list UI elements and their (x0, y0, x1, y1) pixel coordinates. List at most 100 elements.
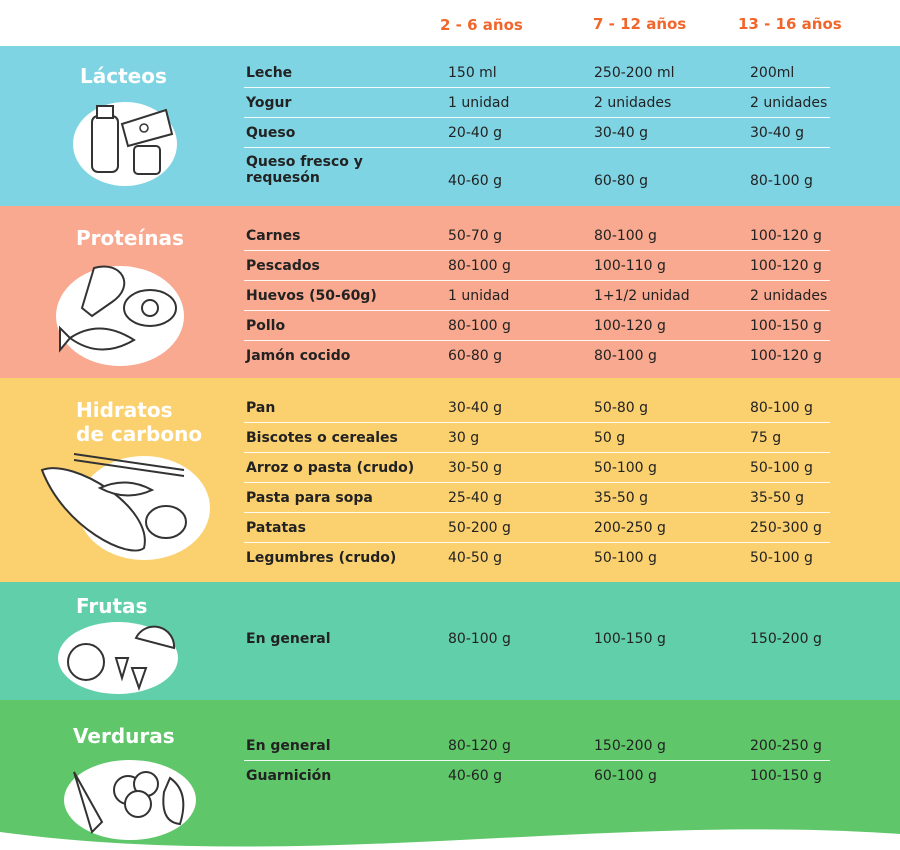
portion-2-6: 80-100 g (448, 318, 511, 334)
portion-2-6: 1 unidad (448, 288, 510, 304)
food-name: Pan (246, 400, 276, 416)
portion-13-16: 50-100 g (750, 550, 813, 566)
portion-2-6: 30-50 g (448, 460, 503, 476)
header-13-16: 13 - 16 años (738, 15, 842, 33)
food-name: Pasta para sopa (246, 490, 373, 506)
vegetable-illustration-icon (64, 760, 196, 840)
portion-7-12: 100-120 g (594, 318, 666, 334)
portion-2-6: 40-60 g (448, 768, 503, 784)
food-name: Jamón cocido (246, 348, 351, 364)
food-name: Pescados (246, 258, 320, 274)
portion-2-6: 50-70 g (448, 228, 503, 244)
rows-proteinas: Carnes 50-70 g 80-100 g 100-120 g Pescados 8… (244, 221, 830, 370)
column-headers: 2 - 6 años 7 - 12 años 13 - 16 años (0, 0, 900, 46)
section-frutas: Frutas En general 80-100 g 100-150 g 150-20… (0, 582, 900, 700)
portion-13-16: 35-50 g (750, 490, 805, 506)
food-name: Guarnición (246, 768, 332, 784)
table-row: Carnes 50-70 g 80-100 g 100-120 g (244, 221, 830, 251)
portion-13-16: 75 g (750, 430, 782, 446)
portion-7-12: 35-50 g (594, 490, 649, 506)
portion-13-16: 150-200 g (750, 631, 822, 647)
portion-7-12: 50-100 g (594, 550, 657, 566)
table-row: Queso fresco y requesón 40-60 g 60-80 g 80-… (244, 148, 830, 206)
portion-13-16: 100-150 g (750, 768, 822, 784)
food-name: Patatas (246, 520, 306, 536)
section-lacteos: Lácteos Leche 150 ml 250-200 ml 200ml Yogur… (0, 46, 900, 206)
table-row: Pan 30-40 g 50-80 g 80-100 g (244, 393, 830, 423)
portion-7-12: 60-100 g (594, 768, 657, 784)
food-name: Queso fresco y requesón (246, 154, 363, 186)
portion-7-12: 200-250 g (594, 520, 666, 536)
section-proteinas: Proteínas Carnes 50-70 g 80-100 g 100-120 g… (0, 206, 900, 378)
portion-13-16: 100-150 g (750, 318, 822, 334)
section-verduras: Verduras En general 80-120 g 150-200 g 200-… (0, 700, 900, 850)
portion-2-6: 1 unidad (448, 95, 510, 111)
portion-7-12: 80-100 g (594, 228, 657, 244)
food-name: En general (246, 738, 331, 754)
portion-13-16: 250-300 g (750, 520, 822, 536)
portion-2-6: 60-80 g (448, 348, 503, 364)
rows-lacteos: Leche 150 ml 250-200 ml 200ml Yogur 1 unidad… (244, 58, 830, 206)
portion-2-6: 40-50 g (448, 550, 503, 566)
table-row: Queso 20-40 g 30-40 g 30-40 g (244, 118, 830, 148)
portion-2-6: 40-60 g (448, 173, 503, 189)
section-title: Frutas (76, 594, 148, 618)
table-row: Pasta para sopa 25-40 g 35-50 g 35-50 g (244, 483, 830, 513)
portion-7-12: 50 g (594, 430, 626, 446)
portion-7-12: 80-100 g (594, 348, 657, 364)
table-row: Guarnición 40-60 g 60-100 g 100-150 g (244, 761, 830, 790)
portion-7-12: 30-40 g (594, 125, 649, 141)
portion-13-16: 30-40 g (750, 125, 805, 141)
section-title: Verduras (73, 724, 175, 748)
food-name: Leche (246, 65, 293, 81)
portion-2-6: 80-100 g (448, 258, 511, 274)
header-7-12: 7 - 12 años (593, 15, 687, 33)
food-name: Queso (246, 125, 296, 141)
portion-2-6: 80-100 g (448, 631, 511, 647)
table-row: En general 80-120 g 150-200 g 200-250 g (244, 731, 830, 761)
portion-13-16: 80-100 g (750, 173, 813, 189)
food-name: En general (246, 631, 331, 647)
portion-13-16: 50-100 g (750, 460, 813, 476)
section-title: Lácteos (80, 64, 167, 88)
fruit-illustration-icon (58, 622, 178, 694)
food-name: Pollo (246, 318, 286, 334)
portion-13-16: 2 unidades (750, 95, 828, 111)
portion-2-6: 50-200 g (448, 520, 511, 536)
portion-2-6: 20-40 g (448, 125, 503, 141)
portion-13-16: 80-100 g (750, 400, 813, 416)
portion-2-6: 25-40 g (448, 490, 503, 506)
table-row: Pescados 80-100 g 100-110 g 100-120 g (244, 251, 830, 281)
table-row: En general 80-100 g 100-150 g 150-200 g (244, 624, 830, 653)
portion-7-12: 2 unidades (594, 95, 672, 111)
table-row: Huevos (50-60g) 1 unidad 1+1/2 unidad 2 uni… (244, 281, 830, 311)
portion-13-16: 100-120 g (750, 228, 822, 244)
food-name: Huevos (50-60g) (246, 288, 377, 304)
portion-2-6: 30 g (448, 430, 480, 446)
portion-2-6: 30-40 g (448, 400, 503, 416)
food-name: Carnes (246, 228, 301, 244)
dairy-illustration-icon (73, 102, 177, 186)
portion-13-16: 100-120 g (750, 258, 822, 274)
portion-2-6: 80-120 g (448, 738, 511, 754)
table-row: Legumbres (crudo) 40-50 g 50-100 g 50-100 g (244, 543, 830, 572)
portion-7-12: 50-80 g (594, 400, 649, 416)
table-row: Leche 150 ml 250-200 ml 200ml (244, 58, 830, 88)
portion-7-12: 100-150 g (594, 631, 666, 647)
portion-7-12: 1+1/2 unidad (594, 288, 690, 304)
food-name: Yogur (246, 95, 292, 111)
section-hidratos: Hidratos de carbono Pan 30-40 g 50-80 g 80-1… (0, 378, 900, 582)
portion-13-16: 200-250 g (750, 738, 822, 754)
food-name: Biscotes o cereales (246, 430, 398, 446)
protein-illustration-icon (56, 265, 184, 366)
section-title: Hidratos de carbono (76, 398, 203, 446)
portion-7-12: 250-200 ml (594, 65, 675, 81)
portion-7-12: 50-100 g (594, 460, 657, 476)
table-row: Biscotes o cereales 30 g 50 g 75 g (244, 423, 830, 453)
table-row: Yogur 1 unidad 2 unidades 2 unidades (244, 88, 830, 118)
section-title: Proteínas (76, 226, 184, 250)
portion-13-16: 2 unidades (750, 288, 828, 304)
portion-13-16: 100-120 g (750, 348, 822, 364)
table-row: Jamón cocido 60-80 g 80-100 g 100-120 g (244, 341, 830, 370)
food-name: Legumbres (crudo) (246, 550, 397, 566)
